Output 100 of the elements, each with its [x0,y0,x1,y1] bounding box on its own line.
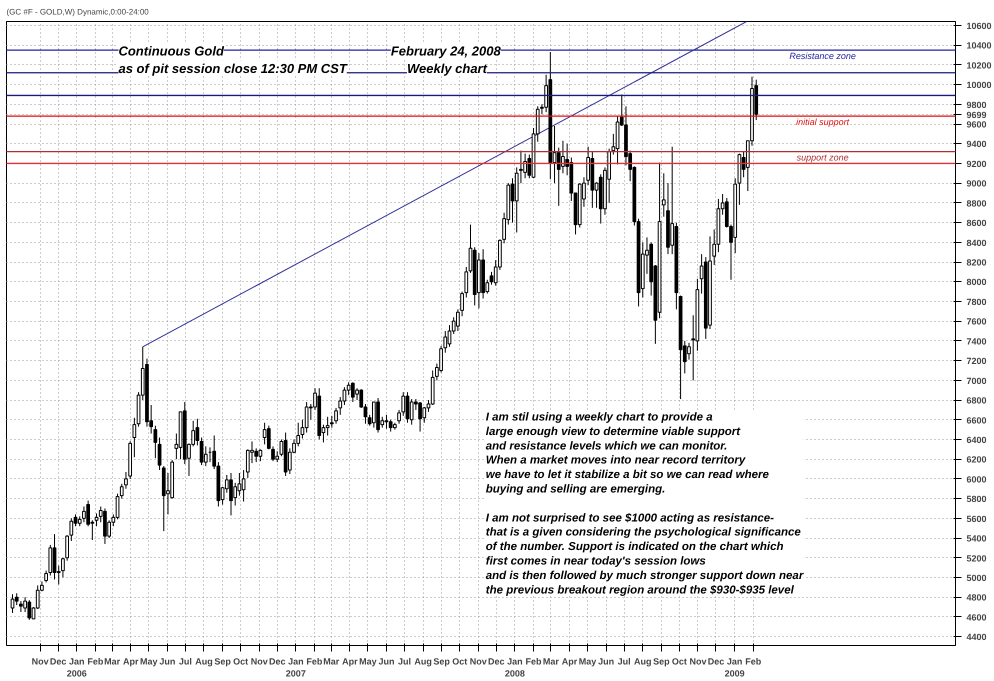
candlestick [304,402,308,434]
y-tick-label: 5200 [966,553,987,564]
y-tick-label: 8000 [966,277,987,288]
candlestick [406,392,410,424]
y-tick-label: 10600 [966,20,992,31]
annotation: February 24, 2008 [390,43,502,58]
y-tick-label: 7800 [966,296,987,307]
candlestick [397,409,401,424]
x-tick-label: Apr [562,656,578,666]
y-tick-label: 8400 [966,238,987,248]
ref-line-label: support zone [796,152,849,163]
candlestick [422,406,426,424]
x-tick-label: Oct [452,656,468,666]
candlestick [254,448,258,463]
ref-line-label: initial support [796,117,850,128]
y-tick-label: 9800 [966,100,987,110]
candlestick [384,414,388,430]
y-tick-label: 6600 [966,415,987,426]
x-tick-label: Oct [672,656,687,666]
candlestick [275,450,280,463]
x-tick-label: Oct [233,656,248,666]
y-tick-label: 8200 [966,258,987,268]
text: I am stil using a weekly chart to provide a large enough view to determine viable support and resistance levels which we can monitor. When a market moves into near record territory we have to let it stabilize a bit so we can read where buying and selling are emerging. I am not surprised to see $1000 acting as resistance- that is a given considering the psychological significance of the number. Support is indicated on the chart which first comes in near today's session lows and is then followed by much stronger support down near the previous breakout region around the $930-$935 level [486,412,804,596]
x-tick-label: Nov [689,656,707,666]
y-tick-label: 10200 [966,60,992,70]
y-tick-label: 7000 [966,376,987,386]
y-tick-label: 10400 [966,40,992,51]
candlestick [78,516,82,527]
x-tick-label: Feb [87,656,104,666]
x-tick-label: Feb [306,656,323,666]
y-tick-label: 7200 [966,356,987,366]
y-tick-label: 5800 [966,494,987,504]
candlestick [69,518,74,542]
y-tick-label: 5400 [966,534,987,544]
x-tick-label: May [359,656,377,666]
candlestick [242,470,246,502]
x-tick-label: Aug [634,656,652,666]
x-tick-label: Dec [50,656,66,666]
y-tick-label: 7400 [966,336,987,346]
ref-line-label: Resistance zone [789,51,856,62]
candlestick [262,422,266,445]
x-tick-label: Jul [618,656,631,666]
x-tick-label: Sep [214,656,232,666]
x-tick-label: Dec [268,656,286,666]
candlestick [418,402,422,432]
candlestick [82,506,86,523]
x-tick-label: Feb [526,656,542,666]
x-tick-label: Jun [378,656,394,666]
candlestick [258,448,262,462]
candlestick [388,419,393,432]
x-tick-label: Jan 2007 [286,656,306,678]
y-tick-label: 9400 [966,139,987,150]
text: as of pit session close 12:30 PM CST [118,60,348,76]
text: (GC #F - GOLD,W) Dynamic,0:00-24:00 [6,8,150,16]
candlestick [443,330,448,354]
x-tick-label: Sep [433,656,450,666]
x-tick-label: Aug [414,656,432,666]
candlestick [14,592,19,606]
x-tick-label: May [578,656,596,666]
y-tick-label: 5600 [966,514,987,524]
y-tick-label: 6200 [966,454,987,465]
x-tick-label: Nov [470,656,487,666]
candlestick [410,398,414,426]
candlestick [350,382,355,403]
y-tick-label: 10000 [966,80,992,90]
y-tick-label: 4400 [966,632,987,642]
candlestick [124,472,128,490]
x-tick-label: Apr [123,656,139,666]
candlestick [19,600,23,612]
y-tick-label: 6800 [966,396,987,406]
x-tick-label: Apr [342,656,358,666]
y-tick-label: 8800 [966,198,987,208]
x-tick-label: Jan 2009 [724,656,745,678]
x-tick-label: Sep [653,656,670,666]
x-tick-label: Jan 2008 [504,656,525,678]
x-tick-label: Aug [195,656,213,666]
x-tick-label: Mar [104,656,121,666]
candlestick [86,500,90,527]
x-tick-label: Feb [745,656,762,666]
x-tick-label: Jun [598,656,614,666]
text: Continuous Gold [118,43,225,58]
y-tick-label: 7600 [966,316,987,327]
candlestick [519,150,523,184]
y-tick-label: 9200 [966,158,987,169]
y-tick-label: 9699 [966,110,987,120]
candlestick [229,472,233,516]
x-tick-label: Jan 2006 [66,656,87,678]
x-tick-label: Mar [323,656,340,666]
x-tick-label: Dec [708,656,724,666]
annotation: Weekly chart [406,60,488,76]
x-tick-label: May [140,656,158,666]
candlestick [401,392,406,416]
y-tick-label: 6400 [966,434,987,445]
y-tick-label: 9600 [966,120,987,130]
candlestick [342,386,346,406]
candlestick [10,594,14,614]
candlestick [326,416,330,436]
candlestick [233,482,238,506]
candlestick [27,600,32,620]
x-tick-label: Jul [398,656,411,666]
